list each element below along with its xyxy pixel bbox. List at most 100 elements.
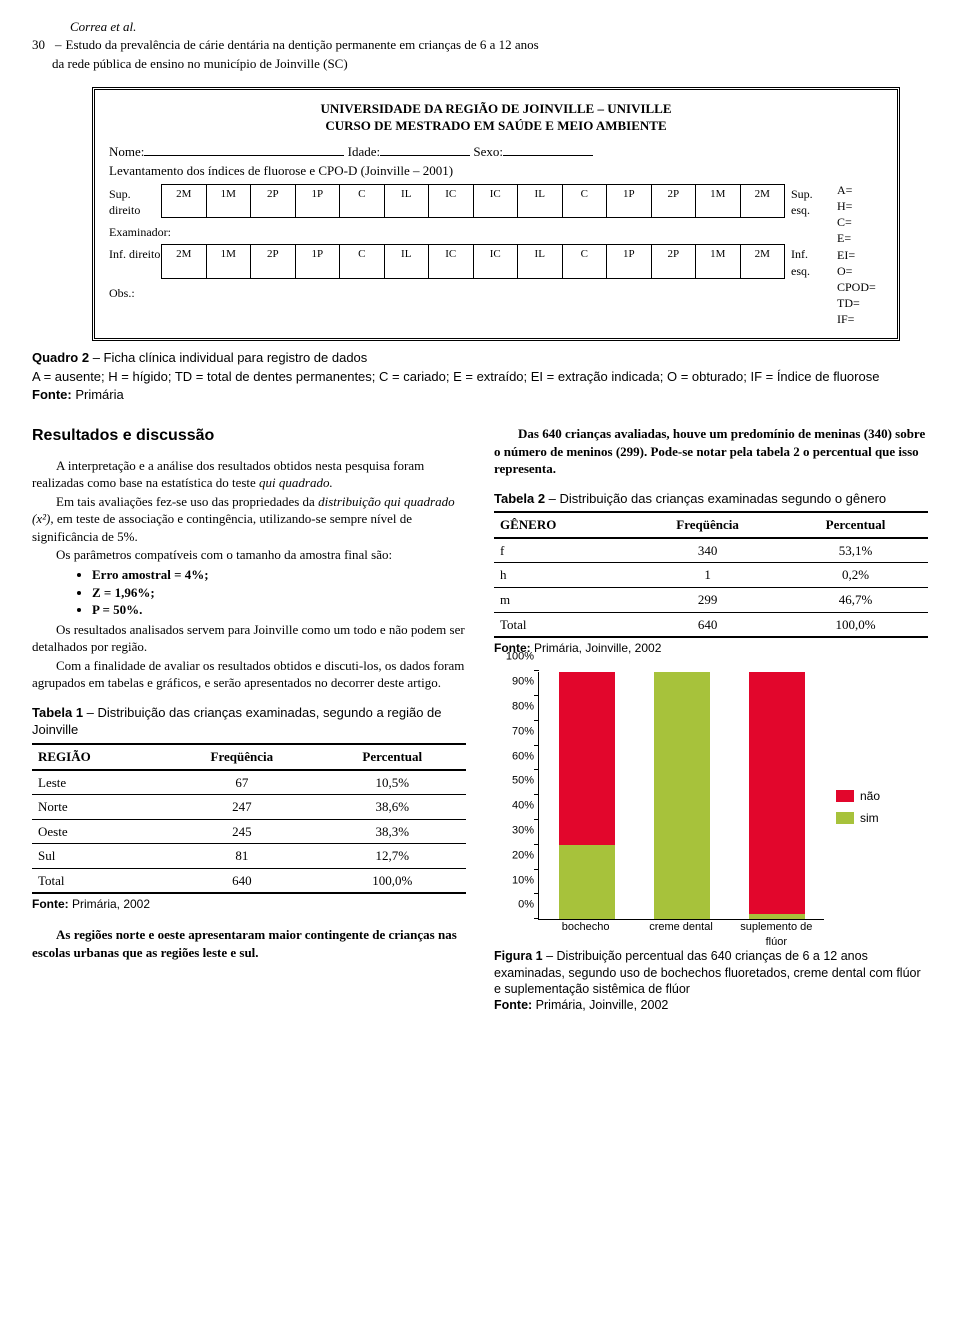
tooth-cell: 2P <box>652 185 697 217</box>
tooth-cell: 2P <box>251 185 296 217</box>
tooth-cell: 1M <box>696 245 741 277</box>
legend-label: sim <box>860 810 879 826</box>
tooth-cell: IL <box>385 245 430 277</box>
y-tick-label: 20% <box>512 848 534 863</box>
figure1-fonte: Fonte: Primária, Joinville, 2002 <box>494 997 928 1013</box>
legend-item: C= <box>837 214 883 230</box>
tooth-cell: C <box>563 245 608 277</box>
label-inf-esq: Inf. esq. <box>785 244 829 278</box>
dash: – <box>55 36 62 54</box>
table-2: GÊNERO Freqüência Percentual f34053,1%h1… <box>494 511 928 638</box>
table-row: Sul8112,7% <box>32 844 466 869</box>
tooth-cell: 1M <box>696 185 741 217</box>
table-row: Total640100,0% <box>494 612 928 637</box>
label-sup-esq: Sup. esq. <box>785 184 829 218</box>
bullet-3: P = 50%. <box>92 601 466 619</box>
tooth-cell: 1P <box>296 185 341 217</box>
legend-item: CPOD= <box>837 279 883 295</box>
label-levantamento: Levantamento dos índices de fluorose e C… <box>109 162 883 180</box>
title-line-1: Estudo da prevalência de cárie dentária … <box>66 36 539 54</box>
legend-item: O= <box>837 263 883 279</box>
bar-group <box>747 672 807 919</box>
bar-segment <box>749 672 805 914</box>
table2-caption: Tabela 2 – Distribuição das crianças exa… <box>494 490 928 508</box>
legend-item: TD= <box>837 295 883 311</box>
blank-idade <box>380 144 470 156</box>
form-title-2: CURSO DE MESTRADO EM SAÚDE E MEIO AMBIEN… <box>109 117 883 135</box>
legend-swatch <box>836 812 854 824</box>
bar-group <box>652 672 712 919</box>
tooth-cell: IL <box>385 185 430 217</box>
para-1: A interpretação e a análise dos resultad… <box>32 457 466 492</box>
section-resultados: Resultados e discussão <box>32 425 466 447</box>
table-1-header: REGIÃO Freqüência Percentual <box>32 744 466 770</box>
teeth-grid-sup: 2M1M2P1PCILICICILC1P2P1M2M <box>161 184 785 218</box>
tooth-cell: 2P <box>251 245 296 277</box>
para-5: Com a finalidade de avaliar os resultado… <box>32 657 466 692</box>
tooth-cell: C <box>563 185 608 217</box>
title-line-2: da rede pública de ensino no município d… <box>52 55 928 73</box>
label-sexo: Sexo: <box>473 144 503 159</box>
tooth-cell: 1M <box>207 245 252 277</box>
para-r1: Das 640 crianças avaliadas, houve um pre… <box>494 425 928 478</box>
tooth-cell: 2M <box>741 245 785 277</box>
blank-sexo <box>503 144 593 156</box>
table-row: f34053,1% <box>494 538 928 563</box>
y-tick-label: 30% <box>512 824 534 839</box>
legend-item: sim <box>836 810 880 826</box>
para-6: As regiões norte e oeste apresentaram ma… <box>32 926 466 961</box>
label-examinador: Examinador: <box>109 218 829 242</box>
bar-group <box>557 672 617 919</box>
table1-fonte: Fonte: Primária, 2002 <box>32 896 466 912</box>
tooth-cell: IC <box>429 185 474 217</box>
label-obs: Obs.: <box>109 279 829 303</box>
chart-y-axis: 0%10%20%30%40%50%60%70%80%90%100% <box>494 672 538 920</box>
y-tick-label: 60% <box>512 749 534 764</box>
label-idade: Idade: <box>348 144 380 159</box>
y-tick-label: 70% <box>512 724 534 739</box>
tooth-cell: 2M <box>162 185 207 217</box>
tooth-cell: IL <box>518 185 563 217</box>
blank-nome <box>144 144 344 156</box>
tooth-cell: 2M <box>741 185 785 217</box>
legend-swatch <box>836 790 854 802</box>
tooth-cell: 1P <box>607 245 652 277</box>
para-3: Os parâmetros compatíveis com o tamanho … <box>32 546 466 564</box>
y-tick-label: 0% <box>518 898 534 913</box>
figure-1-chart: 0%10%20%30%40%50%60%70%80%90%100% bochec… <box>494 672 928 942</box>
table-1: REGIÃO Freqüência Percentual Leste6710,5… <box>32 743 466 894</box>
tooth-cell: 1P <box>607 185 652 217</box>
quadro2-label: Quadro 2 <box>32 350 89 365</box>
right-column: Das 640 crianças avaliadas, houve um pre… <box>494 425 928 1013</box>
tooth-cell: C <box>340 245 385 277</box>
legend-item: H= <box>837 198 883 214</box>
bullet-list: Erro amostral = 4%; Z = 1,96%; P = 50%. <box>92 566 466 619</box>
tooth-cell: IC <box>429 245 474 277</box>
y-tick-label: 100% <box>506 650 534 665</box>
table-row: Norte24738,6% <box>32 795 466 820</box>
table-row: Leste6710,5% <box>32 770 466 795</box>
table1-caption: Tabela 1 – Distribuição das crianças exa… <box>32 704 466 739</box>
bar-segment <box>559 845 615 919</box>
chart-plot-area <box>538 672 824 920</box>
quadro2-legend: A = ausente; H = hígido; TD = total de d… <box>32 368 928 386</box>
table-row: h10,2% <box>494 563 928 588</box>
tooth-cell: C <box>340 185 385 217</box>
y-tick-label: 10% <box>512 873 534 888</box>
quadro2-fonte: Fonte: Primária <box>32 386 928 404</box>
quadro2-caption: Quadro 2 – Ficha clínica individual para… <box>32 349 928 367</box>
bullet-1: Erro amostral = 4%; <box>92 566 466 584</box>
page-header: Correa et al. 30 – Estudo da prevalência… <box>32 18 928 73</box>
chart-legend: nãosim <box>836 782 880 832</box>
label-sup-direito: Sup. direito <box>109 184 161 218</box>
figure1-caption: Figura 1 – Distribuição percentual das 6… <box>494 948 928 997</box>
tooth-cell: 2P <box>652 245 697 277</box>
tooth-cell: IC <box>474 245 519 277</box>
bullet-2: Z = 1,96%; <box>92 584 466 602</box>
y-tick-label: 90% <box>512 675 534 690</box>
left-column: Resultados e discussão A interpretação e… <box>32 425 466 1013</box>
y-tick-label: 80% <box>512 700 534 715</box>
table2-fonte: Fonte: Primária, Joinville, 2002 <box>494 640 928 656</box>
form-title-1: UNIVERSIDADE DA REGIÃO DE JOINVILLE – UN… <box>109 100 883 118</box>
y-tick-label: 50% <box>512 774 534 789</box>
